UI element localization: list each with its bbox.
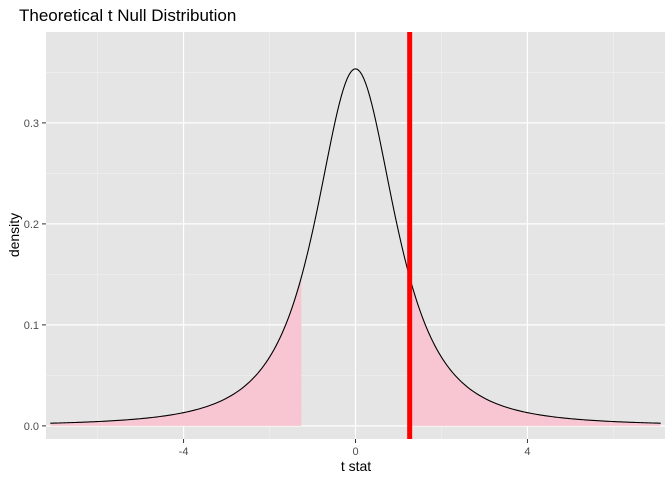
x-tick-label: -4 <box>179 446 189 458</box>
y-axis-title: density <box>6 213 22 257</box>
y-tick-label: 0.2 <box>24 219 39 231</box>
shaded-tails <box>50 277 661 426</box>
x-tick-label: 0 <box>352 446 358 458</box>
y-tick-label: 0.0 <box>24 421 39 433</box>
gridlines <box>46 32 665 439</box>
density-curve <box>50 68 661 424</box>
x-tick-label: 4 <box>524 446 530 458</box>
axes: -4 0 4 0.0 0.1 0.2 0.3 <box>24 118 531 458</box>
left-tail-shade <box>50 277 302 426</box>
chart-title: Theoretical t Null Distribution <box>19 6 236 25</box>
y-tick-label: 0.1 <box>24 320 39 332</box>
density-curve-group <box>50 68 661 424</box>
y-tick-label: 0.3 <box>24 118 39 130</box>
right-tail-shade <box>409 277 661 426</box>
x-axis-title: t stat <box>341 458 371 474</box>
